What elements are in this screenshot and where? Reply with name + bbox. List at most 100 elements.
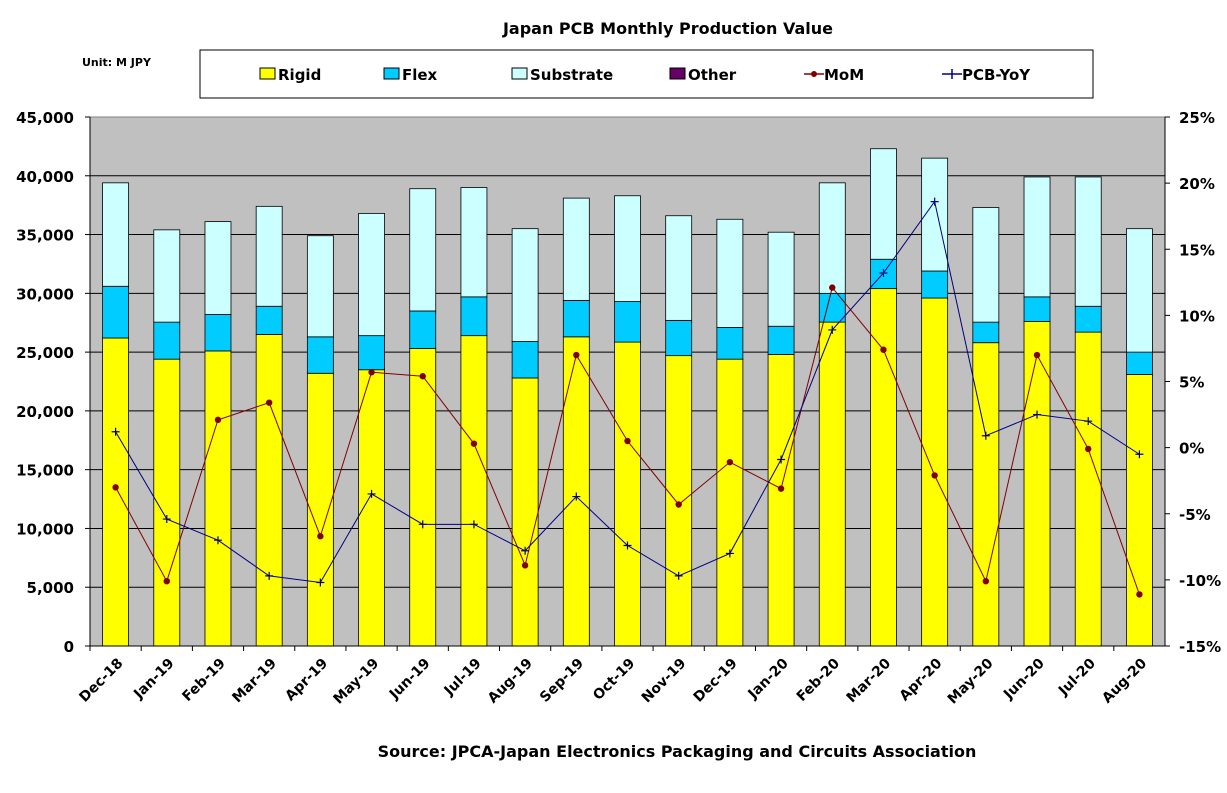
- bar-rigid: [153, 358, 181, 647]
- bar-substrate: [972, 207, 1000, 323]
- bar-rigid: [614, 341, 641, 647]
- legend-swatch-rigid: [259, 67, 276, 80]
- marker-pcb-yoy: [828, 325, 837, 334]
- bar-substrate: [1126, 228, 1153, 353]
- marker-pcb-yoy: [316, 578, 325, 587]
- marker-pcb-yoy: [162, 515, 171, 524]
- y-right-tick-label: -5%: [1179, 506, 1211, 524]
- bar-flex: [1023, 296, 1051, 322]
- marker-mom: [777, 485, 785, 492]
- x-tick-label: Dec-19: [691, 656, 741, 706]
- unit-label: Unit: M JPY: [82, 56, 152, 69]
- bar-flex: [972, 321, 1000, 344]
- x-tick-label: Apr-20: [897, 655, 946, 704]
- marker-mom: [1085, 445, 1092, 453]
- marker-pcb-yoy: [879, 269, 888, 278]
- marker-mom: [368, 369, 375, 376]
- bar-rigid: [870, 288, 897, 647]
- marker-pcb-yoy: [1084, 417, 1093, 426]
- x-tick-label: Jun-20: [1000, 655, 1048, 703]
- bar-rigid: [255, 334, 283, 647]
- marker-pcb-yoy: [367, 489, 376, 498]
- bar-rigid: [102, 337, 129, 647]
- x-tick-label: Jul-19: [441, 656, 485, 700]
- marker-pcb-yoy: [572, 492, 581, 501]
- bar-flex: [614, 301, 641, 343]
- bar-rigid: [818, 321, 846, 647]
- bar-flex: [204, 314, 232, 352]
- y-right-tick-label: 5%: [1179, 374, 1204, 392]
- bar-flex: [358, 335, 385, 371]
- y-left-tick-label: 20,000: [16, 403, 74, 421]
- marker-mom: [112, 484, 119, 491]
- x-tick-label: Apr-19: [282, 656, 331, 705]
- bar-rigid: [1126, 374, 1153, 647]
- bar-rigid: [511, 377, 539, 647]
- bar-substrate: [409, 188, 437, 312]
- y-left-tick-label: 0: [64, 638, 74, 656]
- bar-flex: [102, 285, 129, 339]
- y-left-tick-label: 15,000: [16, 462, 74, 480]
- x-tick-label: Jan-19: [130, 656, 177, 703]
- x-tick-label: May-20: [945, 655, 997, 707]
- x-tick-label: Feb-20: [794, 655, 844, 705]
- bar-rigid: [767, 354, 795, 647]
- bar-flex: [511, 341, 539, 379]
- bar-substrate: [665, 215, 693, 321]
- marker-mom: [573, 351, 580, 359]
- legend-label-flex: Flex: [402, 66, 438, 84]
- marker-mom: [163, 577, 170, 585]
- bar-substrate: [1074, 176, 1102, 307]
- x-tick-label: Nov-19: [639, 656, 690, 707]
- legend-label-mom: MoM: [824, 66, 864, 84]
- bar-substrate: [460, 187, 488, 298]
- legend-swatch-other: [669, 67, 686, 80]
- bar-substrate: [562, 197, 590, 301]
- y-right-tick-label: -10%: [1179, 572, 1221, 590]
- y-right-tick-label: -15%: [1179, 638, 1221, 656]
- marker-mom: [675, 501, 682, 508]
- x-tick-label: Jun-19: [386, 656, 434, 704]
- legend-marker: [811, 71, 817, 77]
- marker-mom: [470, 440, 478, 447]
- bar-substrate: [102, 182, 129, 287]
- x-tick-label: Dec-18: [76, 656, 126, 706]
- bar-flex: [306, 336, 334, 374]
- marker-pcb-yoy: [418, 520, 427, 529]
- y-right-tick-label: 25%: [1179, 109, 1215, 127]
- bar-substrate: [716, 218, 744, 328]
- marker-pcb-yoy: [623, 541, 632, 550]
- bar-substrate: [153, 229, 181, 323]
- marker-mom: [1136, 591, 1143, 598]
- bar-substrate: [306, 235, 334, 338]
- x-tick-label: Jan-20: [745, 655, 792, 702]
- bar-rigid: [204, 350, 232, 647]
- chart-title: Japan PCB Monthly Production Value: [502, 19, 833, 38]
- bar-substrate: [614, 195, 641, 302]
- bar-flex: [409, 310, 437, 349]
- bar-substrate: [358, 212, 385, 337]
- marker-pcb-yoy: [111, 427, 120, 436]
- y-right-tick-label: 10%: [1179, 307, 1215, 325]
- marker-mom: [726, 458, 734, 466]
- bar-flex: [153, 321, 181, 360]
- bar-flex: [255, 305, 283, 335]
- x-tick-label: Aug-20: [1099, 655, 1150, 706]
- x-tick-label: Sep-19: [537, 656, 587, 706]
- y-right-tick-label: 15%: [1179, 241, 1215, 259]
- y-left-tick-label: 30,000: [16, 285, 74, 303]
- x-tick-label: Oct-19: [590, 656, 638, 704]
- x-tick-label: Mar-20: [844, 655, 895, 706]
- legend-swatch-substrate: [511, 67, 528, 80]
- y-right-tick-label: 20%: [1179, 175, 1215, 193]
- x-tick-label: Aug-19: [485, 656, 536, 707]
- bar-substrate: [870, 148, 897, 260]
- marker-pcb-yoy: [213, 536, 222, 545]
- bar-flex: [767, 325, 795, 355]
- marker-pcb-yoy: [1033, 410, 1042, 419]
- marker-mom: [931, 472, 938, 479]
- bar-flex: [562, 299, 590, 338]
- bar-rigid: [716, 358, 744, 647]
- y-left-tick-label: 5,000: [27, 579, 74, 597]
